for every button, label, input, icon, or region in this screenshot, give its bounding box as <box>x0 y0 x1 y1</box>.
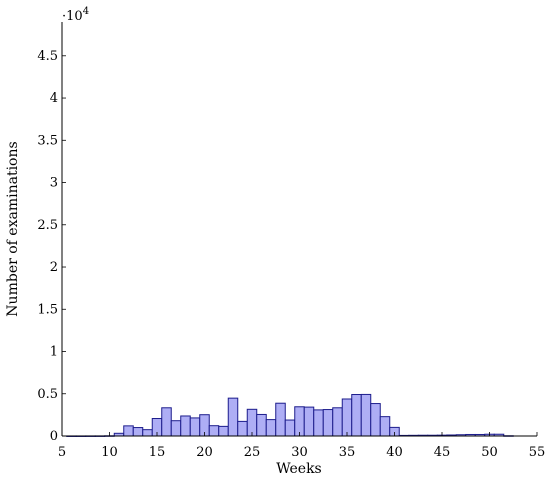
y-tick-label-2.5: 2.5 <box>37 218 58 233</box>
y-tick-label-3: 3 <box>50 176 58 191</box>
x-tick-label-50: 50 <box>481 445 498 460</box>
x-tick-label-25: 25 <box>244 445 261 460</box>
x-tick-label-15: 15 <box>149 445 166 460</box>
y-tick-label-3.5: 3.5 <box>37 133 58 148</box>
bar-week-16 <box>161 407 172 437</box>
x-axis-title: Weeks <box>276 461 322 477</box>
bar-week-31 <box>303 406 315 437</box>
x-tick-label-30: 30 <box>291 445 308 460</box>
bar-week-23 <box>227 397 239 437</box>
bar-week-12 <box>123 425 134 437</box>
x-tick-label-55: 55 <box>529 445 546 460</box>
y-tick-label-4.5: 4.5 <box>37 49 58 64</box>
x-tick-label-10: 10 <box>101 445 118 460</box>
y-tick-label-2: 2 <box>50 260 58 275</box>
x-ticks-group: 5 10 15 20 25 30 35 40 45 50 55 <box>58 432 545 460</box>
bar-week-30 <box>294 406 305 437</box>
x-tick-label-45: 45 <box>434 445 451 460</box>
bar-week-38 <box>370 403 381 437</box>
bar-week-18 <box>180 415 191 437</box>
x-tick-label-35: 35 <box>339 445 356 460</box>
y-tick-label-0.5: 0.5 <box>37 387 58 402</box>
bar-week-32 <box>313 409 324 437</box>
bar-week-24 <box>237 420 248 437</box>
bar-week-36 <box>351 394 362 437</box>
y-multiplier-exponent: 4 <box>83 6 89 17</box>
bar-week-17 <box>170 420 182 437</box>
bar-week-28 <box>275 402 286 437</box>
axes-group <box>61 22 537 437</box>
y-axis-title: Number of examinations <box>5 141 21 316</box>
x-tick-label-5: 5 <box>58 445 66 460</box>
bar-week-34 <box>332 407 343 437</box>
bar-week-21 <box>208 425 220 437</box>
x-tick-label-20: 20 <box>196 445 213 460</box>
bar-week-25 <box>246 408 258 437</box>
x-tick-label-40: 40 <box>386 445 403 460</box>
bar-week-27 <box>265 419 277 437</box>
bar-week-35 <box>341 398 353 437</box>
y-multiplier-label: ·104 <box>62 6 89 24</box>
y-tick-label-4: 4 <box>50 91 58 106</box>
bar-week-39 <box>379 416 391 437</box>
y-tick-label-1.5: 1.5 <box>37 302 58 317</box>
bar-week-19 <box>189 417 201 437</box>
bar-week-29 <box>284 419 296 437</box>
y-tick-label-0: 0 <box>50 429 58 444</box>
bar-week-13 <box>132 427 144 437</box>
bar-week-33 <box>322 409 334 437</box>
bar-week-26 <box>256 413 267 437</box>
bar-week-22 <box>218 425 229 437</box>
y-ticks-group: 0 0.5 1 1.5 2 2.5 3 3.5 4 4.5 <box>37 49 66 444</box>
y-tick-label-1: 1 <box>50 345 58 360</box>
bars-group <box>66 393 514 437</box>
bar-week-14 <box>142 429 153 437</box>
bar-week-37 <box>360 393 372 437</box>
